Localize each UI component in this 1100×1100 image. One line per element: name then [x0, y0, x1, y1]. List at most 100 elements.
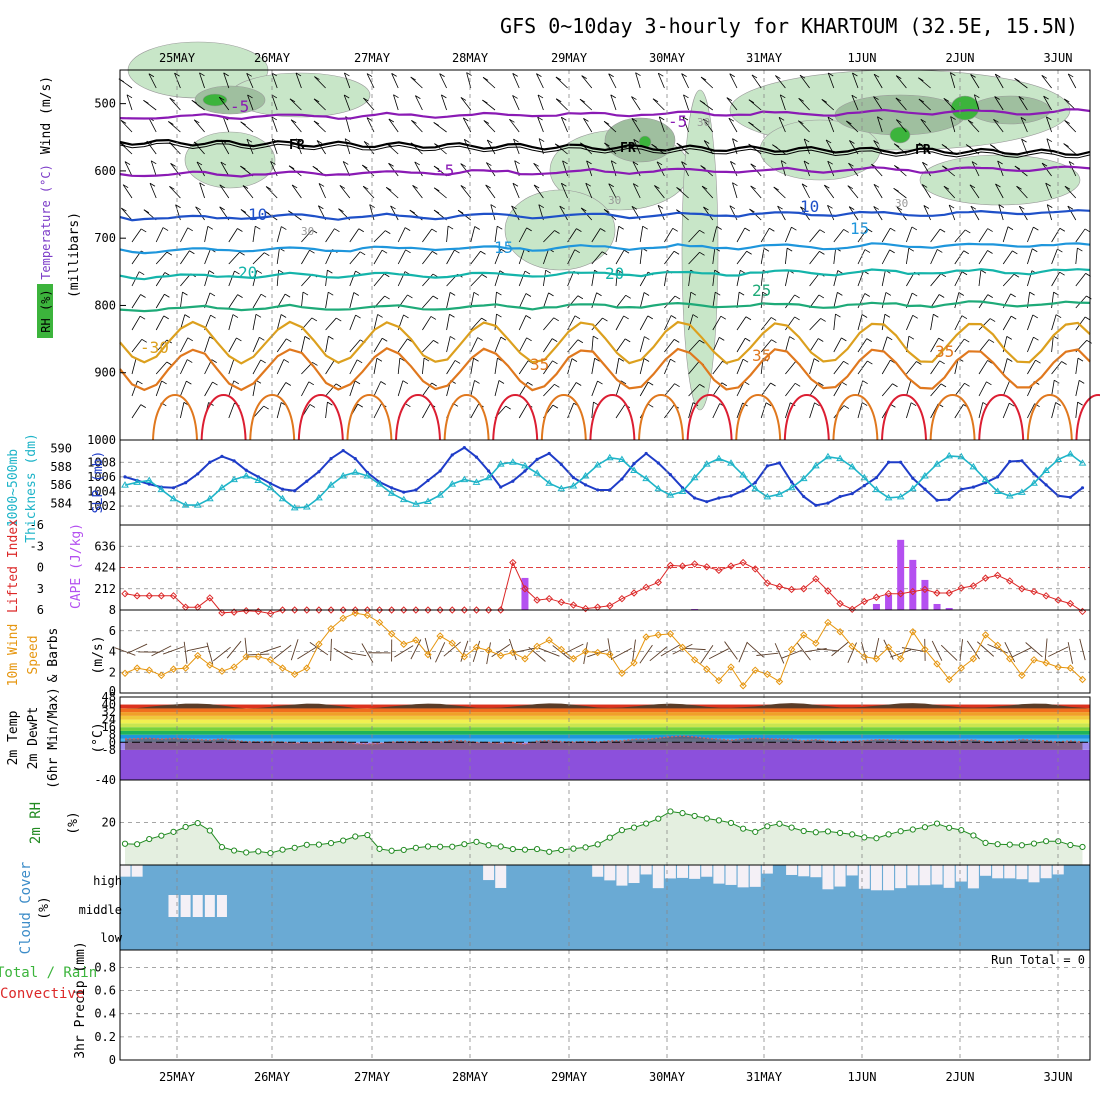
- wind-barb-flag: [970, 205, 977, 210]
- wind-barb: [773, 186, 786, 199]
- wind-barb-flag: [942, 165, 948, 170]
- wind-barb-flag: [242, 185, 249, 189]
- wind-barb-flag: [353, 292, 359, 296]
- wind-barb-flag: [728, 117, 735, 122]
- wind-barb: [168, 121, 181, 133]
- axis-label-temperature: Temperature (°C): [39, 164, 53, 280]
- wind-barb: [906, 402, 912, 419]
- surface-barb: [672, 643, 693, 655]
- isotherm-label: 20: [238, 263, 257, 282]
- wind-barb: [1018, 96, 1028, 111]
- wind-barb: [833, 270, 839, 287]
- thickness-point: [1066, 450, 1075, 457]
- wind-barb-flag: [744, 227, 750, 232]
- slp-point: [947, 497, 951, 502]
- wind-barb: [412, 185, 423, 199]
- wind-barb-flag: [1045, 182, 1051, 187]
- wind-barb-flag: [896, 75, 902, 79]
- wind-barb-flag: [343, 94, 350, 99]
- wind-barb-flag: [363, 97, 369, 102]
- wind-barb: [1068, 161, 1077, 177]
- panel-frame-wind: [119, 609, 1091, 694]
- wind-barb: [760, 228, 770, 243]
- wind-barb: [730, 161, 738, 177]
- wind-barb-flag: [1029, 291, 1035, 296]
- dewpoint-area: [125, 736, 1083, 750]
- wind-barb-flag: [703, 206, 709, 211]
- wind-barb-flag: [579, 98, 586, 103]
- wind-barb-flag: [967, 119, 974, 124]
- lifted-index-point: [836, 599, 844, 608]
- wind-barb: [906, 361, 917, 375]
- thickness-tick: 588: [50, 460, 72, 474]
- wind-barb-flag: [631, 118, 638, 122]
- wind-barb-flag: [432, 295, 439, 300]
- wind-barb: [543, 230, 555, 243]
- wind-barb-flag: [987, 294, 993, 298]
- wind-tick: 2: [109, 665, 116, 679]
- slp-point: [341, 448, 345, 453]
- li-tick: -6: [30, 518, 44, 532]
- thickness-point: [775, 490, 784, 497]
- wind-barb-flag: [896, 206, 903, 211]
- upper-ytick: 900: [94, 366, 116, 380]
- wind-barb-flag: [151, 160, 157, 165]
- wind-barb: [906, 380, 912, 397]
- wind-barb-flag: [577, 339, 584, 344]
- wind-barb-flag: [498, 380, 505, 384]
- rh-point: [752, 828, 759, 835]
- wind-barb-flag: [211, 359, 217, 363]
- wind-barb: [422, 273, 434, 287]
- slp-point: [535, 457, 539, 461]
- wind-barb: [228, 402, 235, 419]
- wind-barb-flag: [1018, 96, 1025, 100]
- wind-barb-flag: [409, 209, 415, 214]
- surface-barb: [151, 645, 172, 657]
- slp-point: [959, 487, 963, 491]
- wind-barb-flag: [1047, 204, 1053, 208]
- thickness-point: [315, 493, 323, 501]
- wind-barb: [712, 292, 716, 309]
- surface-isotherm-arc: [492, 394, 539, 441]
- wind-barb-flag: [654, 185, 660, 189]
- wind-barb: [271, 94, 278, 111]
- wind-barb-flag: [803, 138, 810, 143]
- wind-barb-flag: [212, 381, 218, 386]
- wind-barb: [155, 339, 168, 353]
- surface-barb: [333, 647, 353, 661]
- wind-barb-flag: [473, 291, 480, 296]
- wind-barb: [881, 314, 886, 331]
- wind-speed-point: [909, 628, 917, 636]
- wind-barb: [970, 74, 980, 89]
- date-label-bottom: 2JUN: [946, 1070, 975, 1084]
- wind-barb-flag: [873, 73, 880, 78]
- wind-barb: [688, 361, 700, 375]
- wind-barb: [873, 140, 883, 155]
- wind-barb-flag: [553, 317, 559, 322]
- wind-barb: [785, 316, 795, 331]
- rh-area: [125, 811, 1083, 865]
- lifted-index-point: [787, 585, 796, 594]
- surface-barb: [660, 644, 681, 657]
- lifted-index-point: [763, 579, 772, 587]
- wind-barb: [373, 338, 383, 353]
- cape-bar: [885, 594, 893, 610]
- thickness-point: [860, 473, 869, 481]
- date-label-top: 31MAY: [746, 51, 783, 65]
- wind-barb-flag: [194, 119, 200, 124]
- wind-barb: [219, 184, 230, 199]
- wind-barb-flag: [803, 160, 810, 165]
- surface-isotherm-arc: [929, 394, 976, 441]
- wind-barb-flag: [827, 116, 834, 121]
- temp-tick: -8: [102, 743, 116, 757]
- wind-barb-flag: [964, 382, 970, 387]
- wind-barb: [543, 292, 549, 309]
- wind-barb-flag: [748, 99, 755, 104]
- wind-barb: [801, 183, 810, 199]
- wind-barb: [827, 72, 835, 89]
- wind-barb-flag: [415, 95, 421, 99]
- date-label-bottom: 27MAY: [354, 1070, 391, 1084]
- rh-point: [206, 827, 213, 834]
- lifted-index-point: [387, 606, 396, 614]
- wind-barb: [785, 402, 791, 419]
